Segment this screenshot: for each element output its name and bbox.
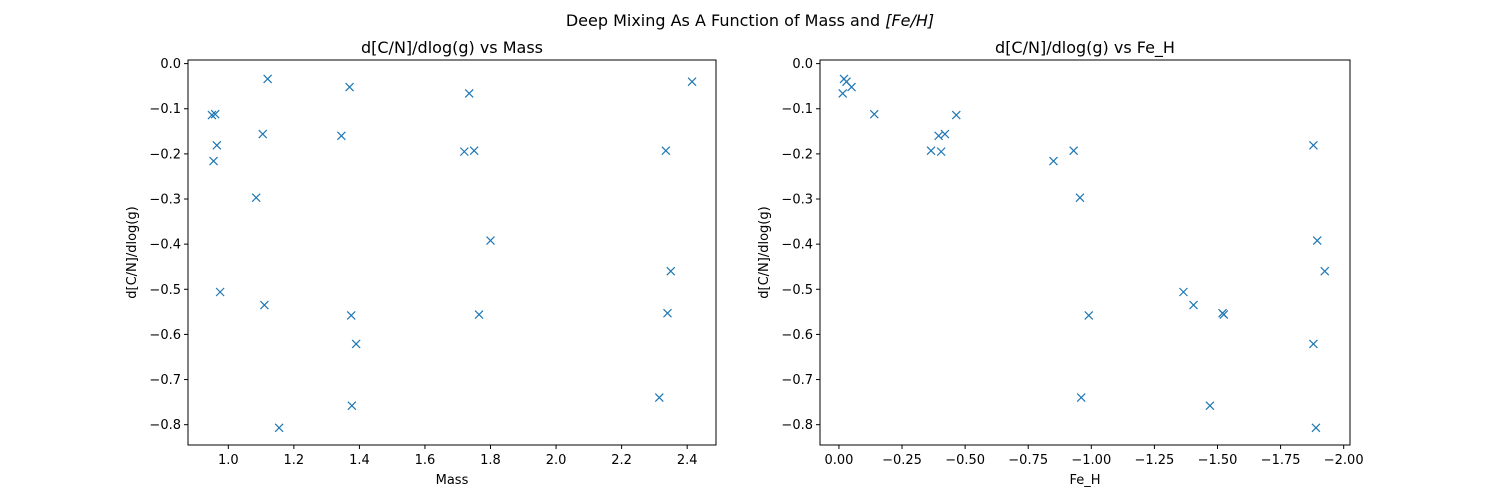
x-tick-label: 1.4 (349, 453, 370, 468)
x-tick-label: −0.75 (1008, 453, 1048, 468)
data-point (940, 129, 950, 139)
y-tick-label: −0.6 (781, 328, 813, 343)
data-point (351, 339, 361, 349)
data-point (1312, 236, 1322, 245)
data-point (1205, 401, 1215, 411)
x-tick-label: −1.75 (1261, 453, 1301, 468)
data-point (687, 77, 697, 87)
data-point (654, 393, 664, 403)
y-tick-label: −0.6 (149, 328, 181, 343)
suptitle-text: Deep Mixing As A Function of Mass and (566, 11, 885, 30)
data-point (1219, 310, 1229, 319)
y-tick-label: −0.5 (781, 283, 813, 298)
data-point (259, 300, 269, 310)
chart-title: d[C/N]/dlog(g) vs Fe_H (995, 38, 1175, 58)
data-point (469, 146, 479, 156)
y-tick-label: −0.1 (149, 102, 181, 117)
data-point (666, 266, 676, 276)
y-tick-label: −0.8 (781, 418, 813, 433)
axes-frame (819, 59, 1351, 446)
y-tick-label: −0.5 (149, 283, 181, 298)
data-point (215, 287, 225, 297)
data-point (1069, 146, 1079, 156)
data-point (347, 401, 357, 411)
y-tick-label: 0.0 (160, 57, 181, 72)
x-tick-label: 1.6 (415, 453, 436, 468)
data-point (209, 156, 218, 166)
x-tick-label: −1.25 (1134, 453, 1174, 468)
x-tick-label: −2.00 (1324, 453, 1364, 468)
y-tick-label: −0.2 (149, 147, 181, 162)
x-tick-label: −0.25 (882, 453, 922, 468)
chart-panel-mass: d[C/N]/dlog(g) vs Mass 1.0 1.2 1.4 1.6 1.8 2.0… (125, 38, 717, 488)
x-tick-label: 1.2 (284, 453, 305, 468)
data-point (459, 147, 469, 157)
data-point (1076, 393, 1086, 403)
x-tick-label: −1.50 (1198, 453, 1238, 468)
y-tick-label: −0.4 (781, 238, 813, 253)
data-point (346, 311, 356, 320)
suptitle-math: [Fe/H] (885, 11, 934, 30)
y-tick-label: −0.7 (149, 373, 181, 388)
y-tick-label: −0.3 (781, 193, 813, 208)
data-point (207, 110, 217, 120)
data-point (1308, 140, 1318, 150)
x-axis-label: Mass (436, 473, 469, 488)
y-tick-label: −0.8 (149, 418, 181, 433)
figure-suptitle: Deep Mixing As A Function of Mass and [F… (566, 11, 934, 30)
y-tick-label: −0.4 (149, 238, 181, 253)
data-point (263, 74, 273, 84)
data-point (274, 423, 284, 433)
y-tick-label: 0.0 (792, 57, 813, 72)
data-point (336, 131, 346, 141)
data-point (934, 131, 944, 141)
data-point (345, 82, 355, 92)
x-tick-label: −1.00 (1071, 453, 1111, 468)
data-point (251, 193, 261, 203)
data-point (1179, 287, 1188, 297)
data-point (474, 310, 484, 319)
data-point (1308, 339, 1318, 349)
x-tick-label: 2.2 (611, 453, 632, 468)
data-point (951, 110, 961, 120)
chart-title: d[C/N]/dlog(g) vs Mass (361, 38, 543, 57)
data-point (1189, 300, 1198, 310)
data-point (663, 308, 672, 318)
data-point (847, 82, 856, 92)
data-point (1311, 423, 1321, 433)
y-tick-label: −0.3 (149, 193, 181, 208)
y-axis-label: d[C/N]/dlog(g) (125, 206, 140, 298)
chart-panel-feh: d[C/N]/dlog(g) vs Fe_H 0.00 −0.25 −0.50 −0.7… (757, 38, 1364, 488)
data-point (838, 88, 848, 98)
x-tick-label: 0.00 (824, 453, 853, 468)
data-point (258, 129, 268, 139)
data-point (1084, 311, 1094, 320)
data-point (210, 109, 220, 119)
y-tick-label: −0.2 (781, 147, 813, 162)
x-tick-label: 1.8 (480, 453, 501, 468)
data-point (661, 146, 671, 156)
y-axis-label: d[C/N]/dlog(g) (757, 206, 772, 298)
data-point (1049, 156, 1058, 166)
y-tick-label: −0.7 (781, 373, 813, 388)
axes-frame (187, 59, 717, 446)
data-point (936, 147, 946, 157)
data-point (464, 88, 474, 98)
data-point (212, 140, 222, 150)
x-tick-label: 2.0 (546, 453, 567, 468)
data-point (926, 146, 936, 156)
data-point (1320, 266, 1330, 276)
data-point (1075, 193, 1085, 203)
x-tick-label: 1.0 (218, 453, 239, 468)
data-point (486, 236, 495, 245)
data-point (869, 109, 879, 119)
x-tick-label: −0.50 (945, 453, 985, 468)
y-tick-label: −0.1 (781, 102, 813, 117)
x-tick-label: 2.4 (677, 453, 698, 468)
x-axis-label: Fe_H (1069, 473, 1100, 488)
